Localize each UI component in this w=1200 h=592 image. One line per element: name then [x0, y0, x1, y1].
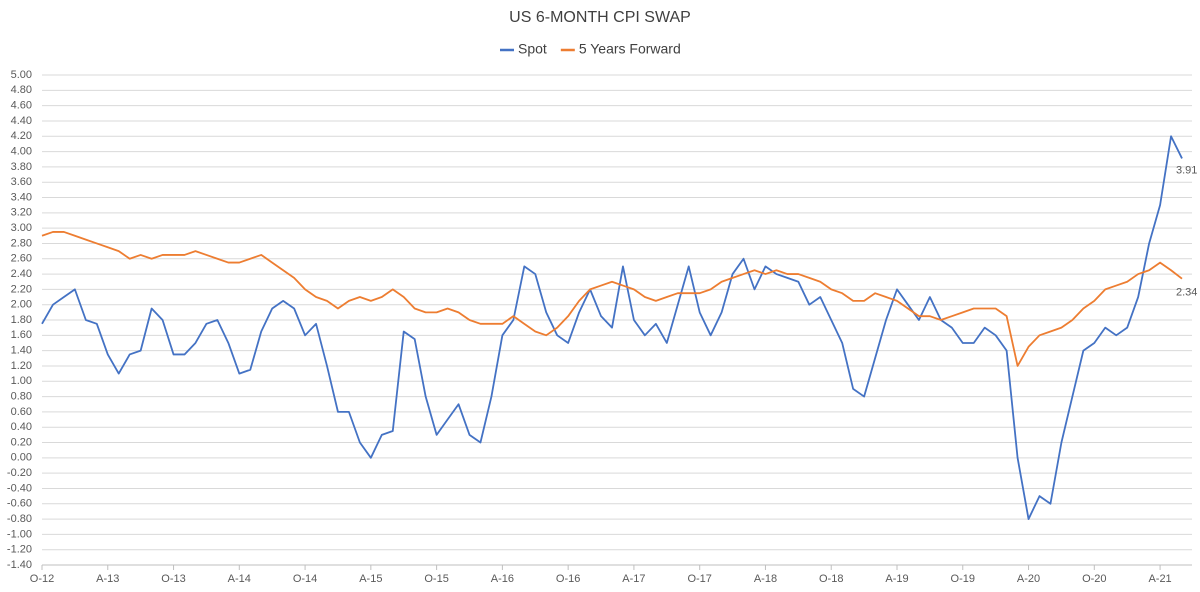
y-tick-label: 0.60	[11, 406, 32, 418]
y-tick-label: 4.80	[11, 84, 32, 96]
y-tick-label: 3.60	[11, 176, 32, 188]
x-tick-label: O-13	[161, 573, 185, 585]
chart-title: US 6-MONTH CPI SWAP	[509, 9, 691, 26]
x-tick-label: A-18	[754, 573, 777, 585]
y-tick-label: -1.20	[7, 544, 32, 556]
x-tick-label: O-12	[30, 573, 54, 585]
y-tick-label: 2.00	[11, 299, 32, 311]
y-tick-label: 4.20	[11, 130, 32, 142]
y-tick-label: 1.20	[11, 360, 32, 372]
y-tick-label: 2.80	[11, 237, 32, 249]
legend-label: Spot	[518, 41, 547, 57]
y-tick-label: 4.60	[11, 100, 32, 112]
y-tick-label: -0.40	[7, 482, 32, 494]
y-tick-label: 1.00	[11, 375, 32, 387]
y-tick-label: -1.00	[7, 528, 32, 540]
legend-label: 5 Years Forward	[579, 41, 681, 57]
x-tick-label: O-15	[424, 573, 448, 585]
x-tick-label: A-21	[1148, 573, 1171, 585]
x-tick-label: O-14	[293, 573, 317, 585]
series-line	[41, 231, 1183, 367]
y-tick-label: 4.00	[11, 145, 32, 157]
y-tick-label: 3.80	[11, 161, 32, 173]
x-tick-label: O-19	[951, 573, 975, 585]
y-tick-label: 1.40	[11, 345, 32, 357]
y-tick-label: 2.20	[11, 283, 32, 295]
y-tick-label: 2.40	[11, 268, 32, 280]
y-tick-label: -0.20	[7, 467, 32, 479]
series-line	[41, 135, 1183, 520]
x-tick-label: O-20	[1082, 573, 1106, 585]
y-tick-label: -0.60	[7, 498, 32, 510]
y-tick-label: 2.60	[11, 253, 32, 265]
x-tick-label: A-15	[359, 573, 382, 585]
y-tick-label: 1.60	[11, 329, 32, 341]
y-tick-label: 0.40	[11, 421, 32, 433]
x-tick-label: O-17	[687, 573, 711, 585]
y-tick-label: 3.20	[11, 207, 32, 219]
x-tick-label: O-18	[819, 573, 843, 585]
y-tick-label: 0.20	[11, 436, 32, 448]
y-tick-label: 1.80	[11, 314, 32, 326]
x-tick-label: A-20	[1017, 573, 1040, 585]
end-value-label: 2.34	[1176, 287, 1197, 299]
x-tick-label: A-13	[96, 573, 119, 585]
x-tick-label: O-16	[556, 573, 580, 585]
y-tick-label: 0.00	[11, 452, 32, 464]
y-tick-label: 0.80	[11, 390, 32, 402]
x-tick-label: A-19	[885, 573, 908, 585]
y-tick-label: 5.00	[11, 69, 32, 81]
y-tick-label: -0.80	[7, 513, 32, 525]
x-tick-label: A-17	[622, 573, 645, 585]
y-tick-label: -1.40	[7, 559, 32, 571]
x-tick-label: A-14	[228, 573, 251, 585]
y-tick-label: 4.40	[11, 115, 32, 127]
x-tick-label: A-16	[491, 573, 514, 585]
y-tick-label: 3.40	[11, 191, 32, 203]
end-value-label: 3.91	[1176, 164, 1197, 176]
y-tick-label: 3.00	[11, 222, 32, 234]
